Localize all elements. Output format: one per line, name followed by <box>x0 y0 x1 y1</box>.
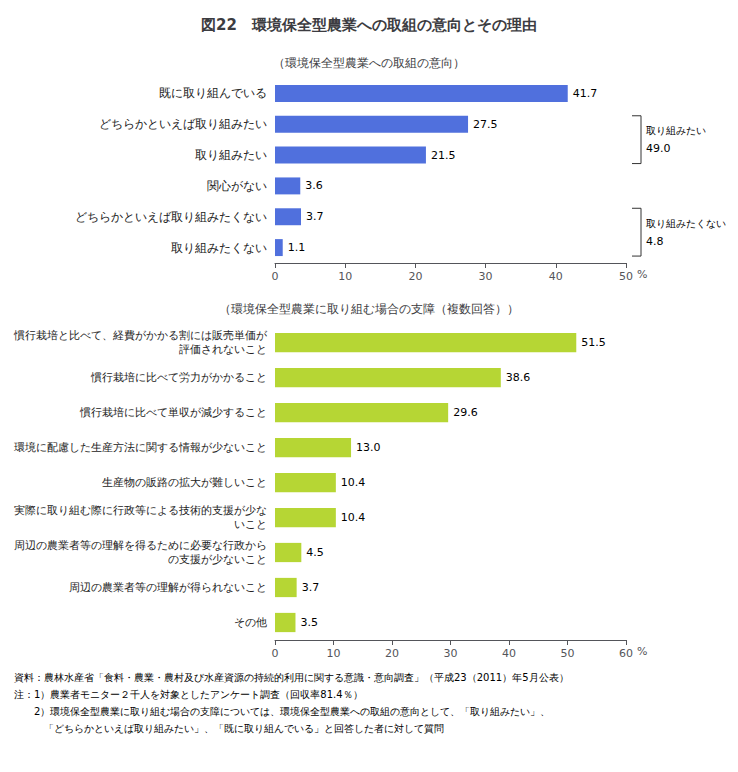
svg-text:3.7: 3.7 <box>302 581 320 594</box>
svg-text:20: 20 <box>408 270 422 283</box>
svg-text:取り組みたい: 取り組みたい <box>195 148 267 162</box>
svg-text:29.6: 29.6 <box>453 406 478 419</box>
svg-text:実際に取り組む際に行政等による技術的支援が少な: 実際に取り組む際に行政等による技術的支援が少な <box>14 504 267 517</box>
svg-text:30: 30 <box>444 647 458 660</box>
svg-text:慣行栽培に比べて労力がかかること: 慣行栽培に比べて労力がかかること <box>90 371 267 384</box>
svg-text:3.6: 3.6 <box>305 179 323 192</box>
svg-text:20: 20 <box>385 647 399 660</box>
svg-text:生産物の販路の拡大が難しいこと: 生産物の販路の拡大が難しいこと <box>102 476 267 489</box>
svg-text:「どちらかといえば取り組みたい」、「既に取り組んでいる」と回: 「どちらかといえば取り組みたい」、「既に取り組んでいる」と回答した者に対して質問 <box>14 723 444 734</box>
svg-text:10: 10 <box>338 270 352 283</box>
svg-text:%: % <box>637 268 647 281</box>
svg-text:取り組みたくない: 取り組みたくない <box>171 241 267 255</box>
svg-text:4.5: 4.5 <box>306 546 324 559</box>
svg-text:どちらかといえば取り組みたい: どちらかといえば取り組みたい <box>99 117 267 131</box>
svg-text:3.5: 3.5 <box>300 616 318 629</box>
svg-text:の支援が少ないこと: の支援が少ないこと <box>168 553 267 566</box>
svg-text:その他: その他 <box>234 616 267 629</box>
svg-text:50: 50 <box>561 647 575 660</box>
svg-text:取り組みたい: 取り組みたい <box>646 125 706 136</box>
svg-text:13.0: 13.0 <box>356 441 381 454</box>
svg-text:49.0: 49.0 <box>646 142 671 155</box>
svg-text:注：1）農業者モニター２千人を対象としたアンケート調査（回収: 注：1）農業者モニター２千人を対象としたアンケート調査（回収率81.4％） <box>14 689 363 700</box>
svg-text:既に取り組んでいる: 既に取り組んでいる <box>159 86 267 100</box>
svg-text:資料：農林水産省「食料・農業・農村及び水産資源の持続的利用に: 資料：農林水産省「食料・農業・農村及び水産資源の持続的利用に関する意識・意向調査… <box>14 672 569 683</box>
svg-text:60: 60 <box>619 647 633 660</box>
svg-text:周辺の農業者等の理解が得られないこと: 周辺の農業者等の理解が得られないこと <box>69 581 267 594</box>
svg-text:40: 40 <box>502 647 516 660</box>
svg-text:（環境保全型農業に取り組む場合の支障（複数回答））: （環境保全型農業に取り組む場合の支障（複数回答）） <box>219 302 519 316</box>
svg-text:（環境保全型農業への取組の意向）: （環境保全型農業への取組の意向） <box>273 56 465 70</box>
svg-text:いこと: いこと <box>234 518 267 531</box>
svg-text:慣行栽培に比べて単収が減少すること: 慣行栽培に比べて単収が減少すること <box>79 406 267 419</box>
svg-text:1.1: 1.1 <box>288 241 306 254</box>
svg-text:0: 0 <box>272 647 279 660</box>
svg-text:10: 10 <box>327 647 341 660</box>
svg-text:4.8: 4.8 <box>646 235 664 248</box>
svg-text:%: % <box>637 645 647 658</box>
svg-text:評価されないこと: 評価されないこと <box>179 343 267 356</box>
svg-text:0: 0 <box>272 270 279 283</box>
svg-text:取り組みたくない: 取り組みたくない <box>646 218 726 229</box>
svg-text:51.5: 51.5 <box>581 336 606 349</box>
svg-text:10.4: 10.4 <box>341 476 366 489</box>
svg-text:慣行栽培と比べて、経費がかかる割には販売単価が: 慣行栽培と比べて、経費がかかる割には販売単価が <box>13 329 268 342</box>
svg-text:38.6: 38.6 <box>506 371 531 384</box>
svg-text:2）環境保全型農業に取り組む場合の支障については、環境保全型: 2）環境保全型農業に取り組む場合の支障については、環境保全型農業への取組の意向と… <box>14 706 550 717</box>
svg-text:図22 環境保全型農業への取組の意向とその理由: 図22 環境保全型農業への取組の意向とその理由 <box>201 16 537 34</box>
svg-text:周辺の農業者等の理解を得るために必要な行政から: 周辺の農業者等の理解を得るために必要な行政から <box>14 539 267 552</box>
svg-text:50: 50 <box>619 270 633 283</box>
svg-text:どちらかといえば取り組みたくない: どちらかといえば取り組みたくない <box>75 210 267 224</box>
svg-text:環境に配慮した生産方法に関する情報が少ないこと: 環境に配慮した生産方法に関する情報が少ないこと <box>14 441 267 454</box>
svg-text:27.5: 27.5 <box>473 118 498 131</box>
svg-text:21.5: 21.5 <box>431 149 456 162</box>
svg-text:41.7: 41.7 <box>573 87 598 100</box>
svg-text:10.4: 10.4 <box>341 511 366 524</box>
svg-text:30: 30 <box>479 270 493 283</box>
svg-text:3.7: 3.7 <box>306 210 324 223</box>
svg-text:40: 40 <box>549 270 563 283</box>
svg-text:関心がない: 関心がない <box>207 179 267 193</box>
